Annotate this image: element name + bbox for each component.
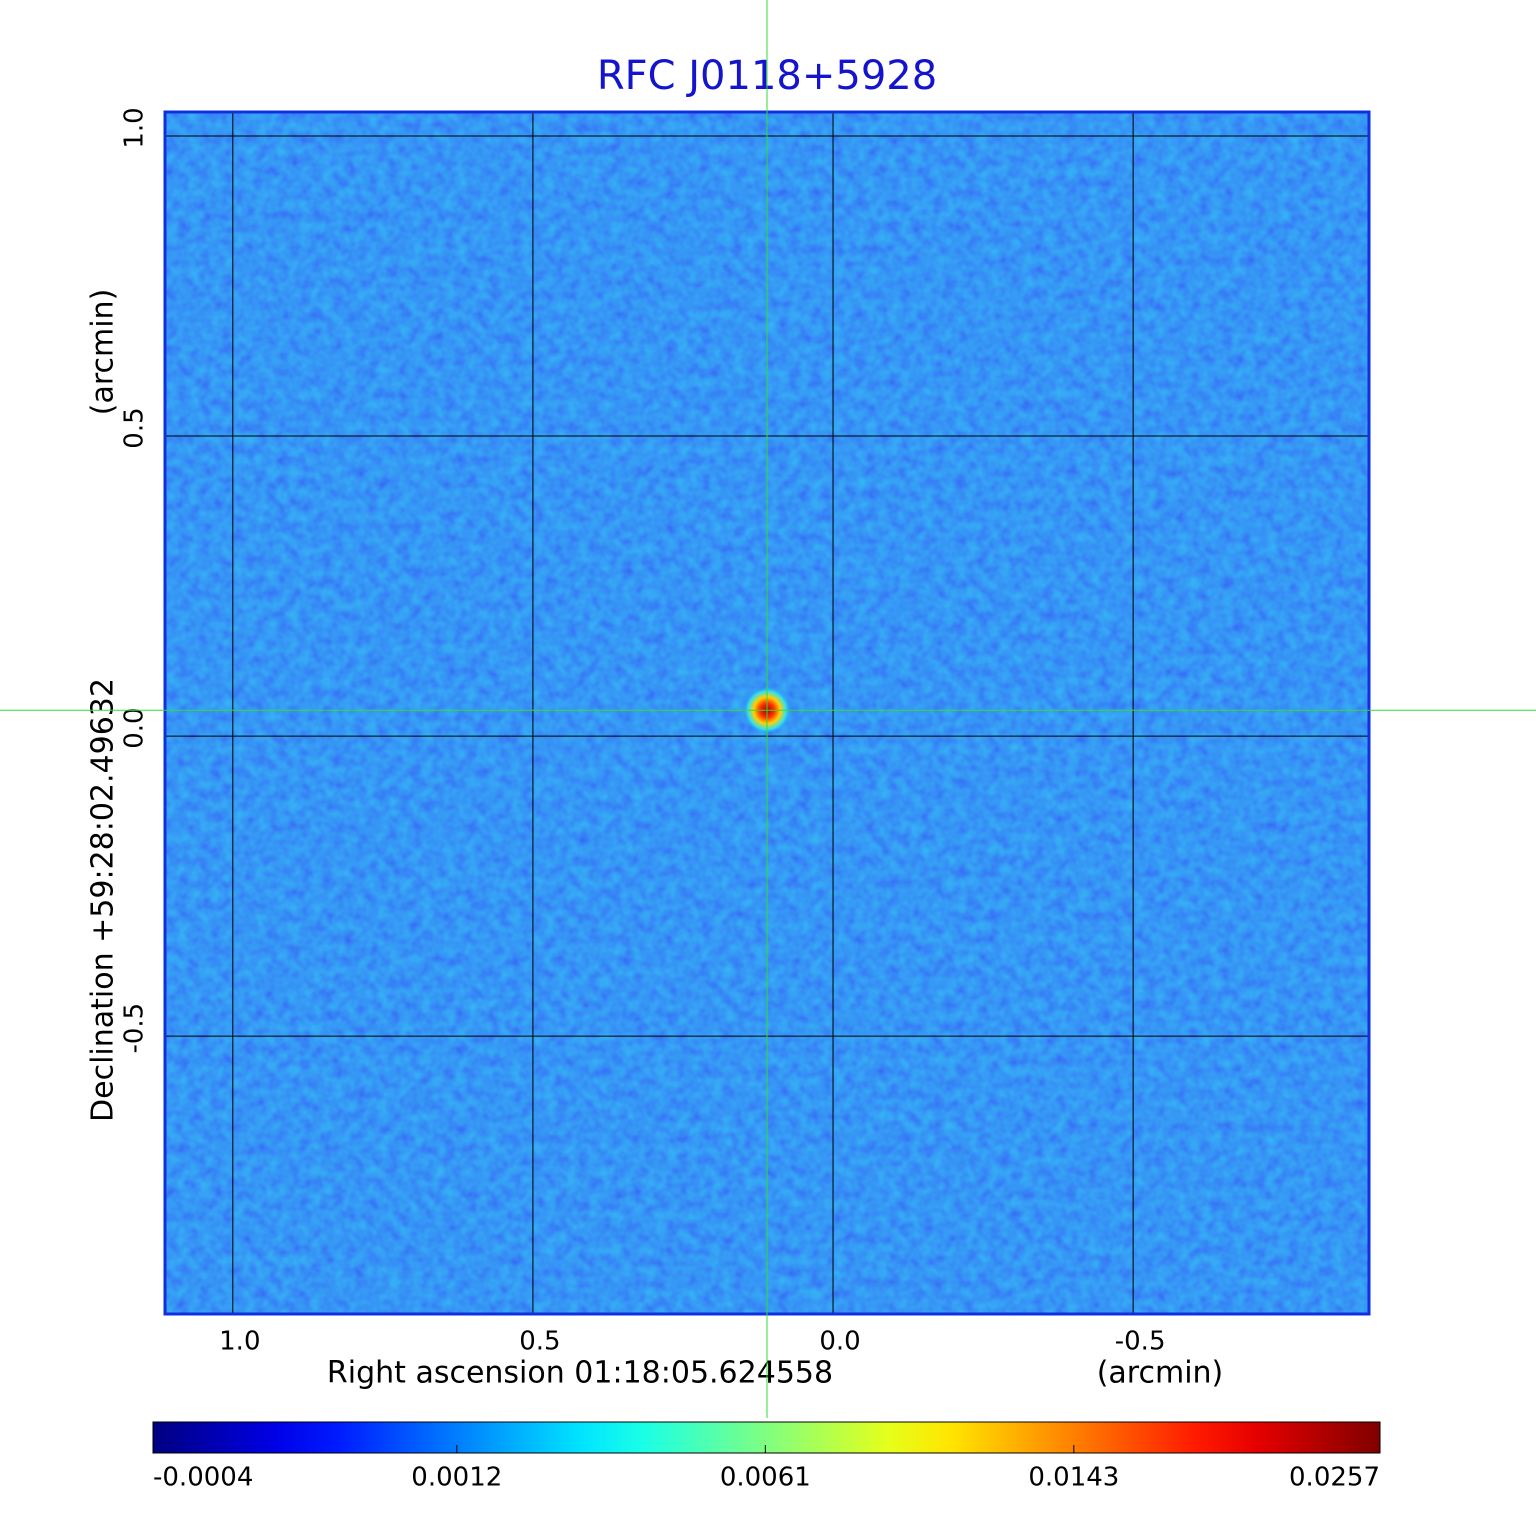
colorbar-tick-label: 0.0012 (411, 1463, 502, 1493)
x-tick-label: 0.0 (819, 1327, 860, 1357)
x-tick-label: 1.0 (219, 1327, 260, 1357)
colorbar-tick-label: 0.0143 (1028, 1463, 1119, 1493)
y-axis-label: Declination +59:28:02.49632 (86, 678, 121, 1122)
y-tick-label: 0.0 (120, 707, 150, 748)
y-axis-unit: (arcmin) (86, 289, 121, 416)
y-tick-label: 0.5 (120, 407, 150, 448)
x-tick-label: 0.5 (519, 1327, 560, 1357)
colorbar-tick-label: 0.0257 (1289, 1463, 1380, 1493)
y-tick-label: -0.5 (120, 1003, 150, 1054)
y-tick-label: 1.0 (120, 107, 150, 148)
colorbar-tick-label: -0.0004 (153, 1463, 253, 1493)
colorbar-tick-label: 0.0061 (720, 1463, 811, 1493)
x-tick-label: -0.5 (1115, 1327, 1166, 1357)
x-axis-label: Right ascension 01:18:05.624558 (327, 1356, 833, 1391)
x-axis-unit: (arcmin) (1097, 1356, 1224, 1391)
colorbar (152, 1421, 1381, 1454)
